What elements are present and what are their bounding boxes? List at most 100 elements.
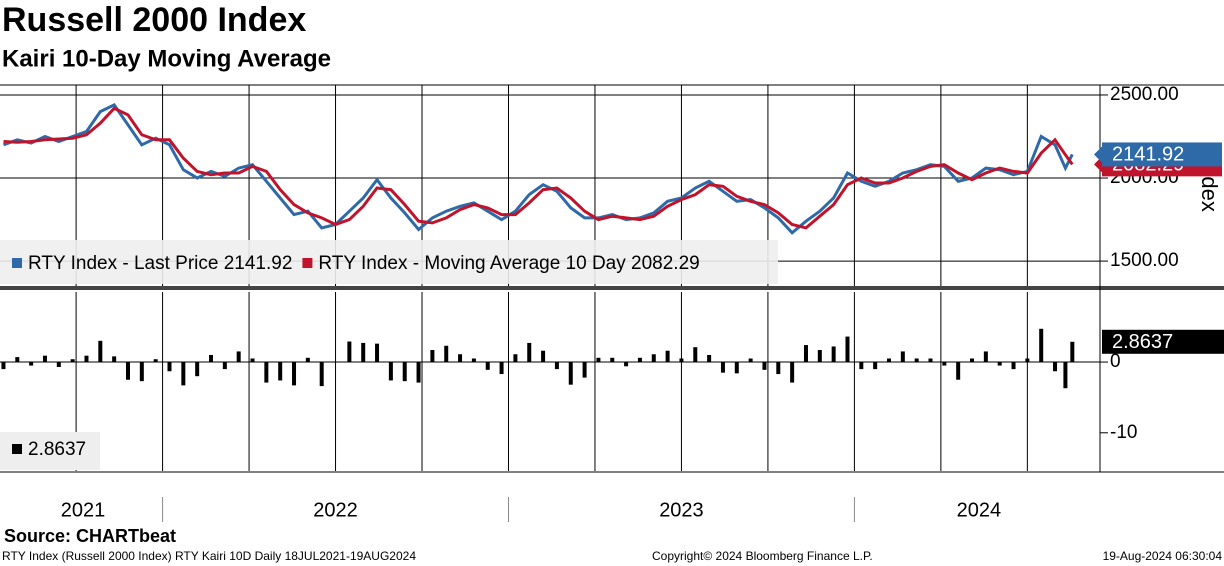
legend-label: 2.8637 (28, 439, 86, 460)
y-tick-label: -10 (1110, 422, 1137, 443)
y-tick-label: 2500.00 (1110, 84, 1179, 105)
bar (499, 362, 504, 375)
bar (928, 358, 933, 363)
bar (859, 362, 864, 370)
bar (665, 350, 670, 363)
bar (98, 340, 103, 363)
bar (1025, 358, 1030, 363)
bar (375, 343, 380, 363)
bar (388, 362, 393, 381)
bar (679, 358, 684, 363)
bar (942, 362, 947, 366)
bar (527, 342, 532, 363)
bar (1011, 362, 1016, 370)
legend-swatch (302, 258, 313, 268)
x-tick-label: 2024 (957, 499, 1002, 521)
bar (292, 362, 297, 386)
y-tick-label: 0 (1110, 351, 1121, 372)
bar (845, 336, 850, 363)
bar (236, 351, 241, 363)
bar (250, 358, 255, 363)
bar (1039, 328, 1044, 363)
bar (900, 351, 905, 363)
bar (181, 362, 186, 386)
bar (347, 341, 352, 363)
bar (305, 357, 310, 363)
bar (84, 355, 89, 363)
bar (651, 354, 656, 363)
bar (610, 357, 615, 363)
line-series (3, 106, 1074, 230)
bar (734, 362, 739, 374)
legend-swatch (12, 258, 22, 268)
bar (319, 362, 324, 387)
bar (167, 362, 172, 372)
bar (762, 362, 767, 370)
bar (956, 362, 961, 380)
bar (1053, 362, 1058, 372)
bar (914, 358, 919, 363)
bar (278, 362, 283, 381)
legend-label: RTY Index - Last Price 2141.92 (28, 253, 292, 274)
bar (56, 362, 61, 367)
bar (817, 350, 822, 363)
legend-label: RTY Index - Moving Average 10 Day 2082.2… (318, 253, 699, 274)
bar (195, 362, 200, 377)
bar (444, 345, 449, 363)
x-tick-label: 2022 (313, 499, 358, 521)
bar (997, 362, 1002, 366)
bar (70, 359, 75, 363)
last-value-bg (1102, 329, 1224, 354)
line-series (2, 102, 1074, 235)
bar (458, 354, 463, 363)
bar (125, 362, 130, 380)
last-value-pointer (1094, 146, 1102, 163)
bar (209, 354, 214, 363)
bar (222, 362, 227, 370)
bar (568, 362, 573, 385)
chart-subtitle: Kairi 10-Day Moving Average (2, 45, 331, 72)
bar (1063, 362, 1068, 389)
last-value-label: 2141.92 (1112, 144, 1184, 166)
bar (430, 350, 435, 363)
bar (402, 362, 407, 382)
chart-title: Russell 2000 Index (2, 1, 306, 39)
legend-swatch (12, 444, 22, 454)
bar (485, 362, 490, 370)
bar (776, 362, 781, 375)
bar (748, 358, 753, 363)
bar (139, 362, 144, 382)
bar (596, 357, 601, 363)
bar (693, 347, 698, 363)
bar (582, 362, 587, 378)
bar (416, 362, 421, 383)
bar (42, 355, 47, 363)
legend-bg (0, 240, 778, 284)
bar (471, 358, 476, 363)
bar (1, 362, 6, 370)
x-tick-label: 2023 (659, 499, 704, 521)
last-value-box: 2141.92 (1094, 142, 1222, 167)
bar (15, 357, 20, 363)
legend-value: 2082.29 (631, 253, 700, 274)
bar (1070, 341, 1075, 363)
bar (112, 356, 117, 363)
footer: Copyright© 2024 Bloomberg Finance L.P. (652, 549, 873, 563)
footer: 19-Aug-2024 06:30:04 (1103, 549, 1223, 563)
legend-name: RTY Index - Moving Average 10 Day (318, 253, 626, 274)
legend-name: RTY Index - Last Price (28, 253, 218, 274)
bar (873, 362, 878, 370)
bar (624, 362, 629, 367)
bar (637, 357, 642, 363)
bar (970, 358, 975, 363)
bar (554, 362, 559, 370)
bar (803, 345, 808, 363)
bar (831, 346, 836, 363)
bar (707, 354, 712, 363)
bar (361, 342, 366, 363)
bar (790, 362, 795, 383)
legend-value: 2141.92 (224, 253, 293, 274)
x-tick-label: 2021 (61, 499, 106, 521)
bar (29, 362, 34, 366)
